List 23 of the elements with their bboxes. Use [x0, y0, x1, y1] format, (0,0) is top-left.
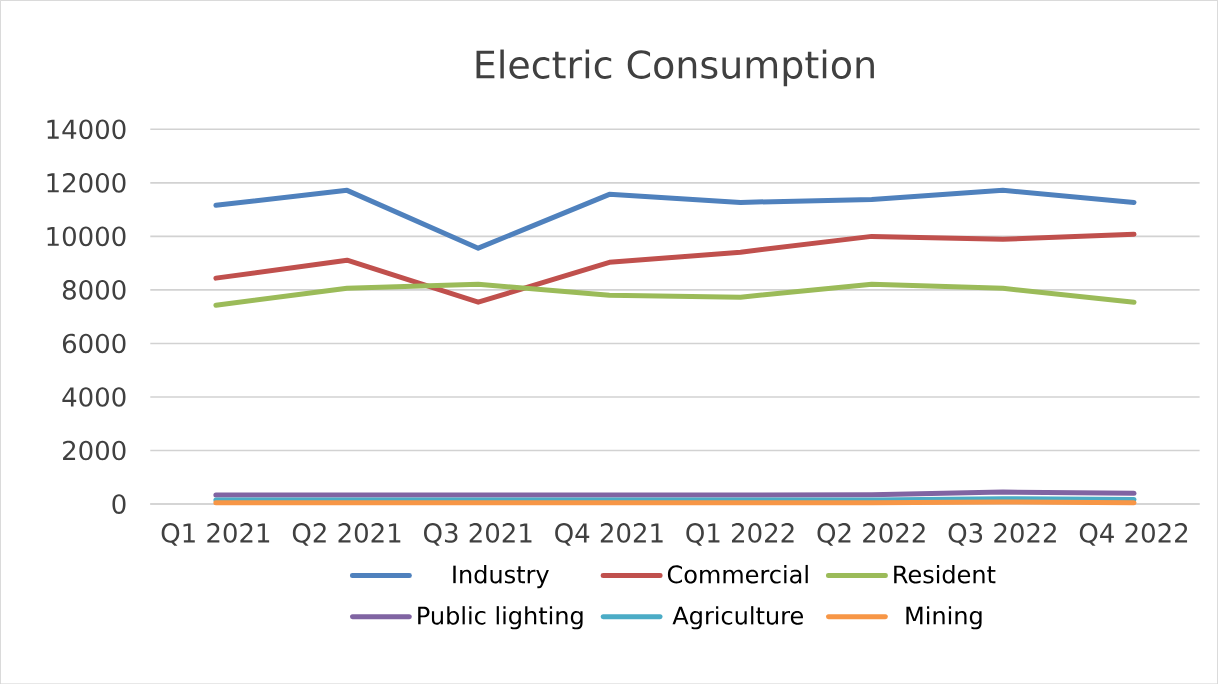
- x-tick-label: Q2 2022: [817, 522, 925, 546]
- legend-label: Resident: [894, 564, 996, 584]
- x-tick-label: Q3 2022: [948, 522, 1056, 546]
- x-tick-label: Q4 2021: [555, 522, 663, 546]
- legend-label: Commercial: [667, 564, 808, 584]
- y-tick-label: 0: [112, 494, 126, 514]
- y-tick-label: 10000: [47, 226, 126, 247]
- y-tick-label: 12000: [47, 172, 126, 193]
- chart-title: Electric Consumption: [476, 49, 874, 87]
- x-tick-label: Q2 2021: [292, 522, 401, 546]
- legend-label: Agriculture: [672, 605, 803, 630]
- y-tick-label: 14000: [47, 119, 126, 139]
- y-tick-label: 8000: [62, 279, 126, 300]
- legend-label: Mining: [906, 605, 982, 630]
- legend-label: Industry: [453, 564, 549, 588]
- y-tick-label: 6000: [62, 333, 126, 354]
- x-tick-label: Q1 2021: [161, 522, 270, 546]
- x-tick-label: Q4 2022: [1079, 522, 1188, 546]
- y-tick-label: 2000: [63, 440, 126, 461]
- x-tick-label: Q3 2021: [424, 522, 532, 546]
- y-tick-label: 4000: [62, 387, 126, 407]
- x-tick-label: Q1 2022: [686, 522, 794, 546]
- legend-label: Public lighting: [418, 605, 583, 630]
